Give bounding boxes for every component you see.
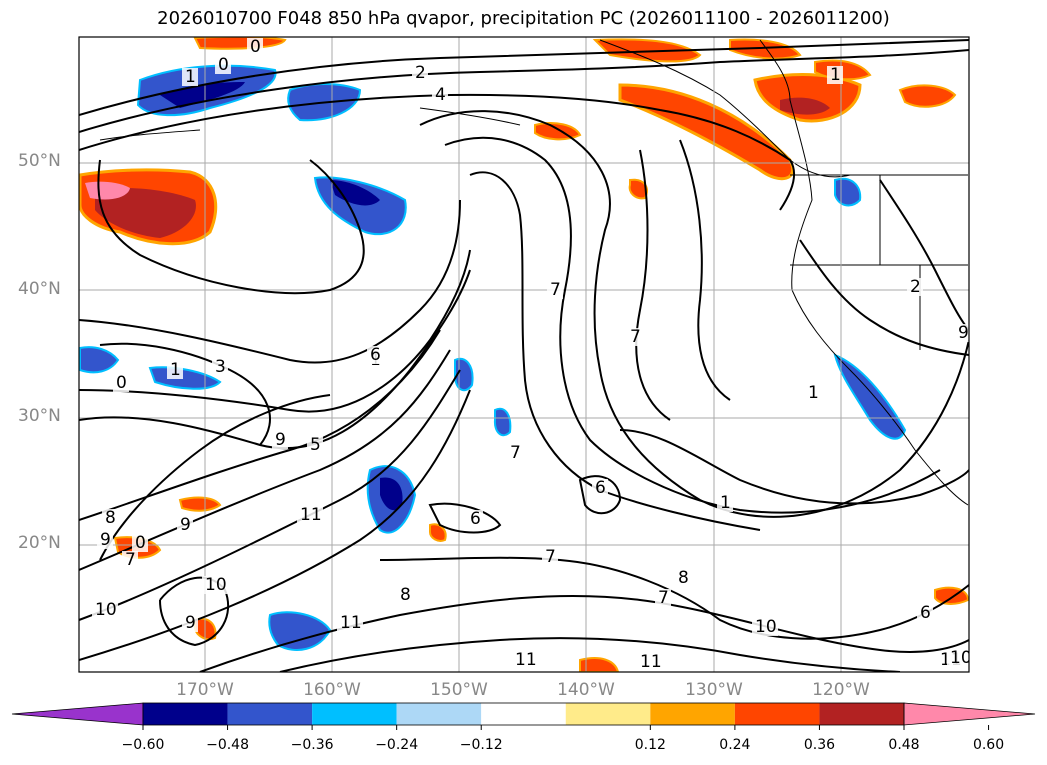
colorbar-tick-label: 0.48 xyxy=(869,737,939,753)
contour-label: 10 xyxy=(95,600,117,620)
contour-label: 6 xyxy=(920,603,931,623)
contour-label: 11 xyxy=(640,652,662,672)
colorbar-tick-label: −0.48 xyxy=(193,737,263,753)
lon-label-150w: 150°W xyxy=(414,680,504,700)
colorbar-extend-max xyxy=(904,703,1035,725)
contour-label: 5 xyxy=(310,435,321,455)
colorbar xyxy=(12,703,1035,730)
colorbar-segment xyxy=(735,703,820,725)
lon-label-120w: 120°W xyxy=(796,680,886,700)
colorbar-tick-label: −0.12 xyxy=(446,737,516,753)
contour-label: 9 xyxy=(100,530,111,550)
contour-label: 7 xyxy=(658,588,669,608)
lat-label-20n: 20°N xyxy=(18,533,61,553)
lon-label-130w: 130°W xyxy=(669,680,759,700)
colorbar-segment xyxy=(481,703,566,725)
contour-label: 6 xyxy=(370,345,381,365)
contour-label: 8 xyxy=(105,508,116,528)
lon-label-160w: 160°W xyxy=(287,680,377,700)
contour-label: 7 xyxy=(125,550,136,570)
precip-blob-negative xyxy=(495,409,510,436)
contour-label: 8 xyxy=(400,585,411,605)
contour-label: 9 xyxy=(275,430,286,450)
contour-label: 10 xyxy=(205,575,227,595)
contour-label: 1 xyxy=(830,65,841,85)
colorbar-segment xyxy=(397,703,482,725)
colorbar-segment xyxy=(819,703,904,725)
contour-label: 6 xyxy=(595,478,606,498)
lon-label-140w: 140°W xyxy=(541,680,631,700)
map-panel: 0104211301679589116907767781011109681011… xyxy=(0,0,1047,765)
contour-label: 1 xyxy=(808,383,819,403)
colorbar-tick-label: 0.12 xyxy=(615,737,685,753)
contour-label: 0 xyxy=(218,55,229,75)
contour-label: 0 xyxy=(116,373,127,393)
contour-label: 10 xyxy=(755,617,777,637)
contour-label: 11 xyxy=(515,650,537,670)
colorbar-segment xyxy=(312,703,397,725)
contour-label: 9 xyxy=(180,515,191,535)
colorbar-segment xyxy=(228,703,313,725)
colorbar-segment xyxy=(650,703,735,725)
contour-label: 2 xyxy=(910,277,921,297)
contour-label: 11 xyxy=(300,505,322,525)
colorbar-tick-label: −0.36 xyxy=(277,737,347,753)
colorbar-tick-label: 0.24 xyxy=(700,737,770,753)
contour-label: 3 xyxy=(215,357,226,377)
contour-label: 10 xyxy=(950,648,972,668)
colorbar-tick-label: −0.24 xyxy=(362,737,432,753)
contour-label: 7 xyxy=(550,280,561,300)
contour-label: 4 xyxy=(435,85,446,105)
colorbar-extend-min xyxy=(12,703,143,725)
colorbar-tick-label: −0.60 xyxy=(108,737,178,753)
contour-label: 6 xyxy=(470,509,481,529)
contour-label: 9 xyxy=(958,323,969,343)
contour-label: 1 xyxy=(720,493,731,513)
contour-label: 7 xyxy=(545,547,556,567)
contour-label: 7 xyxy=(630,327,641,347)
contour-label: 7 xyxy=(510,443,521,463)
precip-blob-positive xyxy=(180,498,220,511)
contour-label: 1 xyxy=(185,67,196,87)
lat-label-50n: 50°N xyxy=(18,151,61,171)
lon-label-170w: 170°W xyxy=(160,680,250,700)
lat-label-40n: 40°N xyxy=(18,279,61,299)
contour-label: 9 xyxy=(185,613,196,633)
contour-label: 0 xyxy=(250,37,261,57)
lat-label-30n: 30°N xyxy=(18,406,61,426)
contour-label: 8 xyxy=(678,568,689,588)
colorbar-segment xyxy=(143,703,228,725)
contour-label: 11 xyxy=(340,613,362,633)
colorbar-tick-label: 0.36 xyxy=(784,737,854,753)
contour-label: 1 xyxy=(170,360,181,380)
contour-label: 2 xyxy=(415,63,426,83)
contour-label: 0 xyxy=(135,533,146,553)
colorbar-tick-label: 0.60 xyxy=(954,737,1024,753)
colorbar-segment xyxy=(566,703,651,725)
